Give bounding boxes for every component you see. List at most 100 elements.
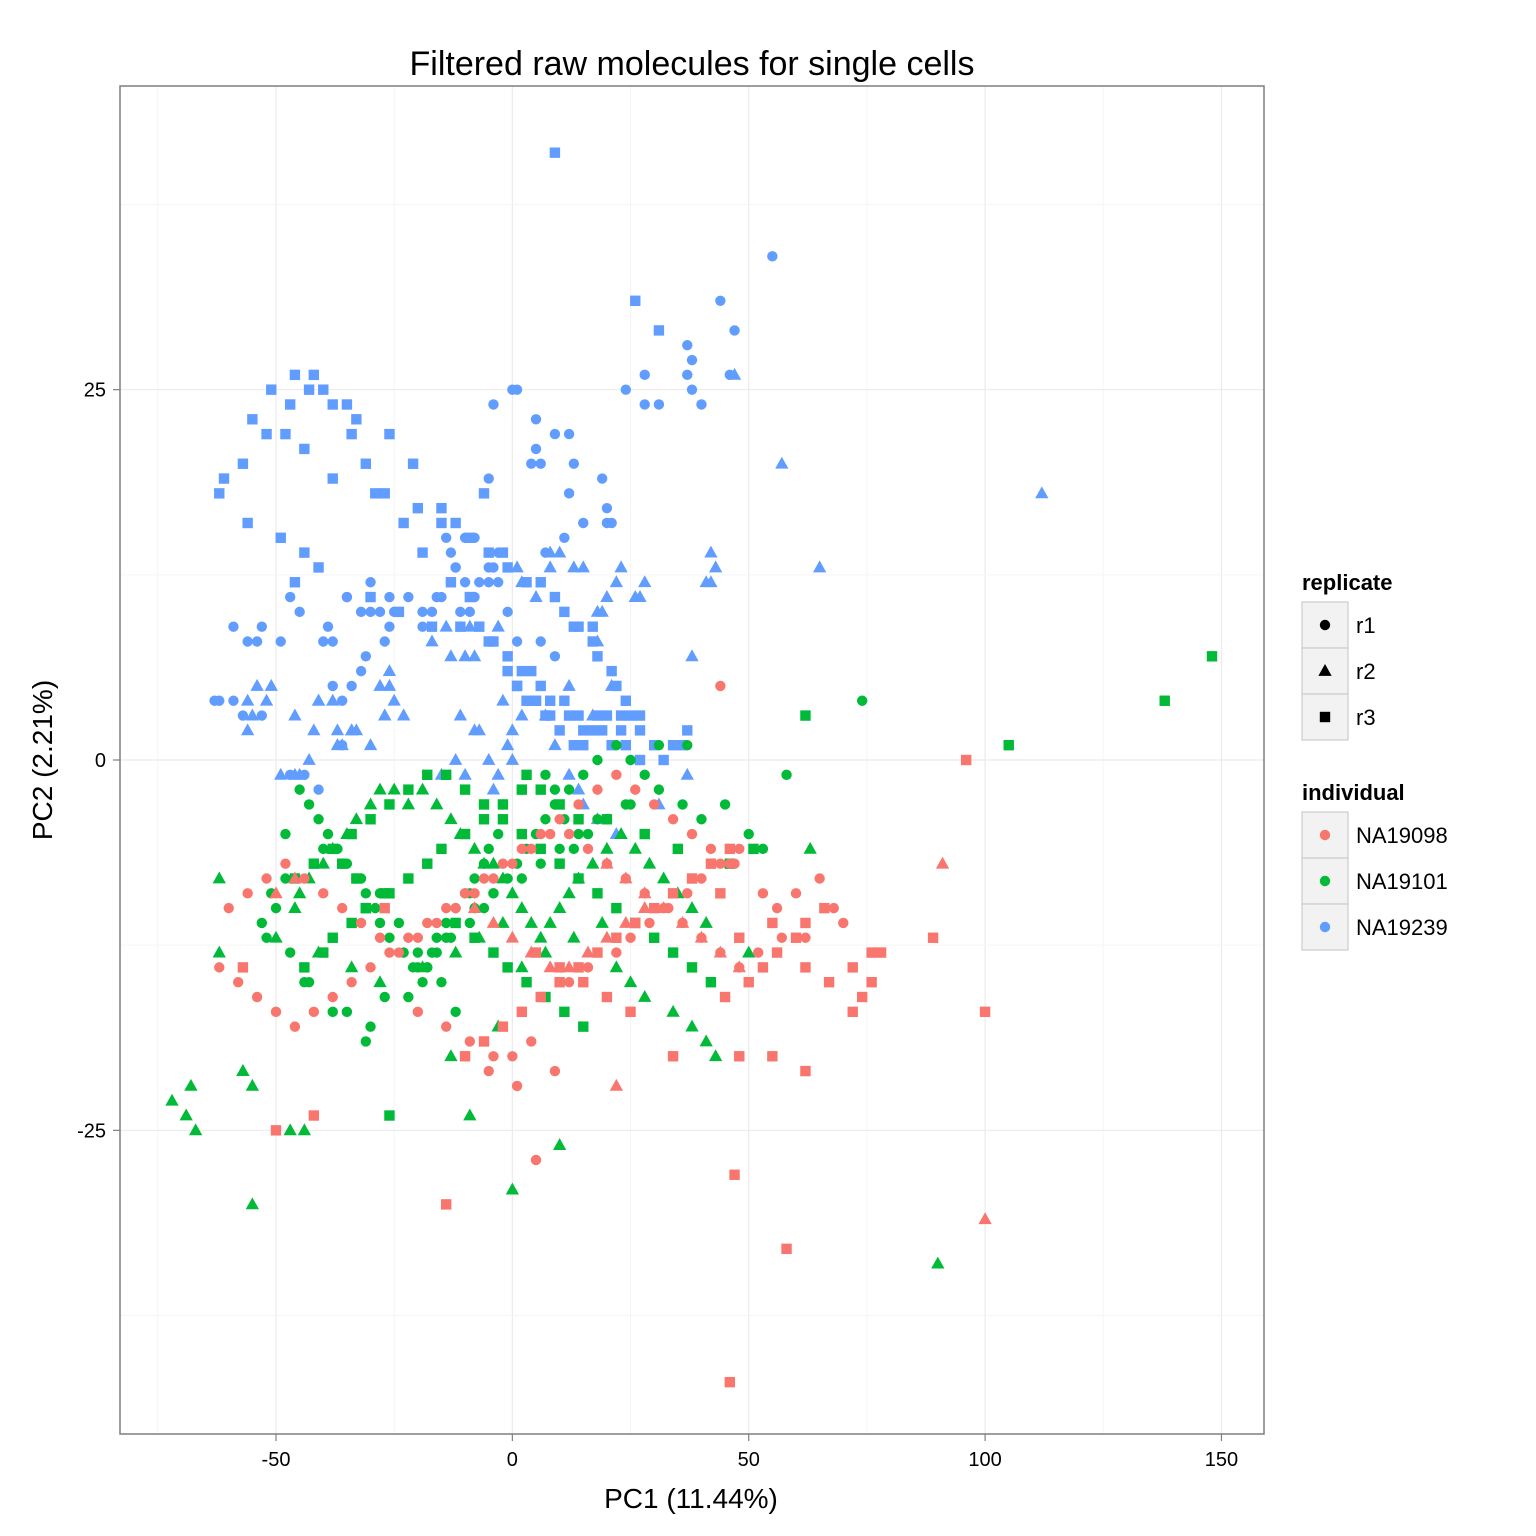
point-na19239-r3	[634, 754, 646, 766]
point-na19098-r1	[251, 991, 263, 1003]
point-na19098-r1	[549, 1065, 561, 1077]
point-na19098-r3	[719, 991, 731, 1003]
point-na19239-r3	[303, 384, 315, 395]
point-na19098-r3	[667, 1051, 679, 1062]
point-na19098-r3	[270, 1125, 282, 1136]
point-na19098-r2	[600, 930, 614, 943]
point-na19101-r2	[463, 1108, 477, 1121]
point-na19101-r3	[535, 784, 546, 795]
point-na19101-r3	[440, 769, 452, 781]
point-na19239-r2	[491, 619, 505, 632]
point-na19239-r3	[615, 725, 627, 736]
point-na19101-r2	[642, 856, 657, 869]
point-na19098-r2	[638, 886, 652, 899]
point-na19101-r2	[614, 827, 628, 839]
point-na19098-r3	[960, 754, 972, 766]
point-na19239-r1	[440, 532, 452, 544]
point-na19101-r1	[620, 799, 632, 810]
point-na19239-r2	[378, 708, 392, 721]
point-na19101-r2	[552, 901, 567, 914]
point-na19101-r3	[611, 902, 622, 914]
point-na19098-r1	[469, 888, 480, 899]
point-na19239-r1	[483, 473, 494, 484]
point-na19101-r1	[313, 814, 324, 825]
point-na19101-r1	[360, 888, 372, 899]
point-na19101-r1	[403, 991, 414, 1003]
point-na19098-r3	[767, 917, 778, 929]
point-na19239-r1	[549, 651, 561, 662]
point-na19098-r2	[581, 945, 595, 958]
point-na19101-r1	[365, 1021, 376, 1032]
point-na19239-r3	[587, 621, 598, 632]
legend-title: individual	[1302, 780, 1405, 805]
point-na19101-r1	[492, 828, 504, 840]
point-na19101-r2	[708, 1049, 723, 1062]
point-na19239-r2	[529, 590, 543, 602]
grid	[120, 86, 1264, 1434]
point-na19098-r3	[724, 1376, 736, 1388]
point-na19098-r3	[592, 947, 603, 958]
point-na19239-r3	[313, 562, 324, 573]
point-na19101-r2	[515, 901, 529, 914]
point-na19101-r3	[748, 843, 759, 855]
point-na19101-r2	[656, 871, 671, 884]
point-na19098-r1	[412, 1006, 424, 1018]
point-na19098-r1	[261, 873, 272, 884]
point-na19101-r2	[628, 841, 642, 854]
point-na19239-r2	[543, 545, 557, 558]
point-na19239-r3	[516, 665, 528, 677]
point-na19239-r3	[544, 710, 556, 721]
point-na19101-r1	[535, 858, 546, 869]
point-na19239-r1	[445, 547, 457, 558]
point-na19098-r3	[781, 1243, 792, 1255]
point-na19098-r1	[757, 888, 769, 899]
y-axis-title: PC2 (2.21%)	[27, 680, 58, 840]
point-na19239-r1	[715, 295, 726, 306]
point-na19101-r1	[436, 976, 447, 988]
point-na19101-r3	[573, 873, 584, 884]
point-na19098-r2	[486, 915, 501, 928]
point-na19098-r1	[440, 1021, 452, 1032]
point-na19239-r3	[483, 547, 494, 558]
point-na19101-r3	[705, 976, 717, 988]
point-na19239-r2	[448, 753, 463, 765]
point-na19101-r1	[578, 769, 589, 781]
point-na19098-r3	[743, 976, 754, 988]
point-na19101-r1	[516, 873, 528, 884]
point-na19239-r1	[729, 325, 740, 336]
point-na19101-r2	[742, 945, 756, 958]
point-na19098-r3	[866, 947, 877, 958]
point-na19239-r2	[382, 678, 397, 691]
point-na19239-r2	[250, 678, 264, 691]
point-na19098-r1	[270, 1006, 282, 1018]
point-na19101-r1	[318, 843, 329, 855]
point-na19101-r2	[297, 1123, 312, 1136]
point-na19098-r3	[875, 947, 887, 958]
point-na19098-r3	[847, 1006, 858, 1018]
point-na19098-r2	[269, 886, 283, 899]
point-na19239-r1	[251, 636, 263, 647]
legend-key-triangle	[1318, 664, 1332, 676]
point-na19239-r1	[502, 606, 513, 618]
point-na19239-r1	[365, 577, 376, 588]
point-na19101-r1	[327, 1006, 338, 1018]
point-na19098-r3	[379, 902, 390, 914]
point-na19239-r2	[505, 753, 520, 765]
point-na19098-r1	[299, 873, 310, 884]
point-na19239-r1	[696, 399, 707, 410]
point-na19098-r1	[214, 962, 225, 973]
point-na19239-r3	[667, 739, 679, 751]
x-tick-label: -50	[262, 1449, 291, 1471]
point-na19239-r3	[450, 517, 461, 529]
point-na19101-r1	[653, 739, 665, 751]
point-na19098-r3	[237, 962, 249, 973]
point-na19101-r3	[601, 814, 613, 825]
point-na19101-r2	[387, 782, 401, 795]
point-na19098-r2	[562, 960, 576, 973]
point-na19239-r2	[302, 753, 316, 765]
point-na19239-r3	[578, 739, 589, 751]
point-na19098-r1	[582, 962, 594, 973]
point-na19239-r1	[686, 384, 698, 395]
point-na19239-r2	[576, 560, 590, 573]
point-na19239-r2	[245, 708, 260, 721]
